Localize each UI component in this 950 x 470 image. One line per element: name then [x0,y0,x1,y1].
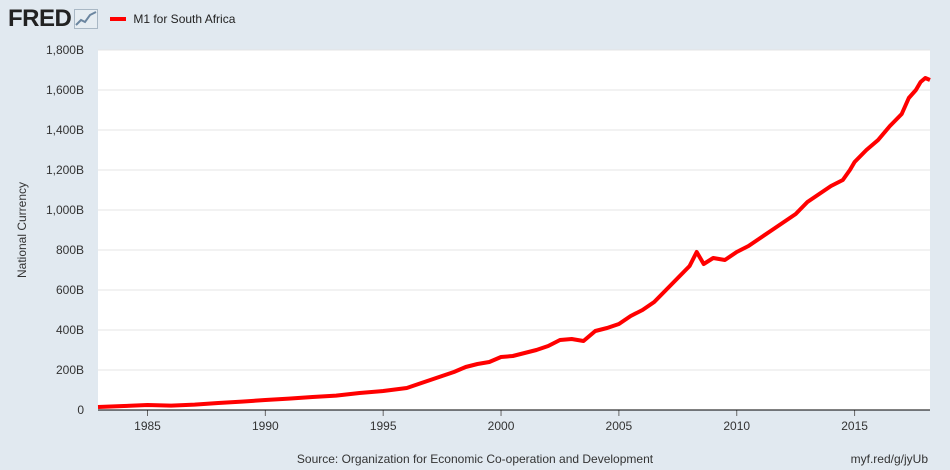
y-tick-label: 400B [56,323,84,337]
chart-header: FRED M1 for South Africa [8,6,235,32]
source-note: Source: Organization for Economic Co-ope… [296,452,654,466]
legend: M1 for South Africa [110,12,235,26]
x-tick-label: 1985 [134,419,161,433]
series-line [97,76,931,409]
x-axis-ticks: 1985 1990 1995 2000 2005 2010 2015 [134,410,868,433]
y-axis-label: National Currency [15,182,29,278]
legend-label: M1 for South Africa [133,12,236,26]
y-tick-label: 1,800B [46,43,84,57]
y-tick-label: 0 [77,403,84,417]
y-tick-label: 1,600B [46,83,84,97]
x-tick-label: 2005 [606,419,633,433]
x-tick-label: 2000 [488,419,515,433]
y-tick-label: 600B [56,283,84,297]
y-tick-label: 200B [56,363,84,377]
gridlines [98,49,930,371]
y-tick-label: 1,400B [46,123,84,137]
y-tick-label: 1,200B [46,163,84,177]
short-url-link[interactable]: myf.red/g/jyUb [850,452,928,466]
x-tick-label: 1990 [252,419,279,433]
x-tick-label: 1995 [370,419,397,433]
legend-swatch [110,17,127,21]
fred-chart-icon [74,9,99,29]
fred-logo[interactable]: FRED [8,5,72,32]
y-axis-ticks: 0 200B 400B 600B 800B 1,000B 1,200B 1,400B 1,600… [46,43,84,417]
plot-area [98,50,930,410]
y-tick-label: 800B [56,243,84,257]
x-tick-label: 2015 [841,419,868,433]
line-chart: 0 200B 400B 600B 800B 1,000B 1,200B 1,400B 1,600… [15,43,931,433]
y-tick-label: 1,000B [46,203,84,217]
x-tick-label: 2010 [723,419,750,433]
